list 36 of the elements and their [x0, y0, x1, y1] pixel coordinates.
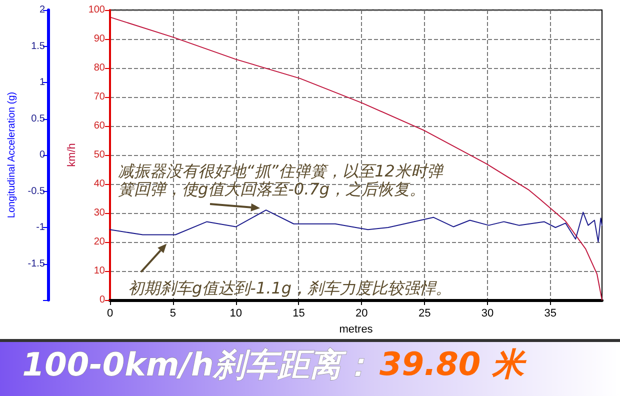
y2-tick-label: 100: [88, 4, 106, 16]
y2-axis-title: km/h: [66, 143, 78, 167]
y2-tick-label: 80: [94, 62, 106, 74]
annotation: 初期刹车g值达到-1.1g，刹车力度比较强悍。: [128, 278, 452, 298]
x-tick-label: 25: [418, 308, 431, 320]
annotation: 减振器没有很好地“抓”住弹簧，以至12米时弹簧回弹，使g值大回落至-0.7g，之后恢复。: [118, 162, 444, 198]
x-tick-label: 15: [292, 308, 305, 320]
y2-tick-label: 0: [99, 294, 106, 306]
y2-tick-label: 90: [94, 34, 106, 44]
x-tick-label: 5: [170, 308, 176, 320]
y-tick-label: 1: [39, 77, 46, 88]
y-tick-label: 0: [39, 150, 46, 160]
y2-tick-label: 30: [94, 208, 106, 218]
y-tick-label: 2: [39, 4, 46, 16]
x-tick-label: 20: [356, 308, 368, 320]
y-tick-label: -1.5: [28, 258, 46, 270]
y-tick-label: -0.5: [28, 186, 46, 197]
y-tick-label: 0.5: [31, 113, 46, 124]
y2-tick-label: 10: [94, 266, 106, 276]
x-axis-title: metres: [339, 323, 374, 336]
x-tick-label: 10: [230, 308, 242, 320]
y2-tick-label: 20: [94, 236, 106, 248]
x-tick-label: 0: [106, 308, 114, 320]
y2-tick-label: 50: [94, 150, 106, 160]
line-series: [110, 17, 602, 300]
line-series: [110, 210, 602, 242]
text: 100-0km/h刹车距离：: [22, 345, 374, 384]
y-axis-title: Longitudinal Acceleration (g): [6, 92, 18, 218]
y-tick-label: -1: [36, 222, 46, 233]
x-tick-label: 35: [544, 308, 557, 320]
y2-tick-label: 60: [94, 120, 106, 132]
y-tick-label: 1.5: [31, 40, 46, 52]
x-tick-label: 30: [481, 308, 494, 320]
y2-tick-label: 70: [94, 92, 106, 102]
text: 39.80 米: [379, 345, 527, 383]
y2-tick-label: 40: [94, 178, 106, 190]
